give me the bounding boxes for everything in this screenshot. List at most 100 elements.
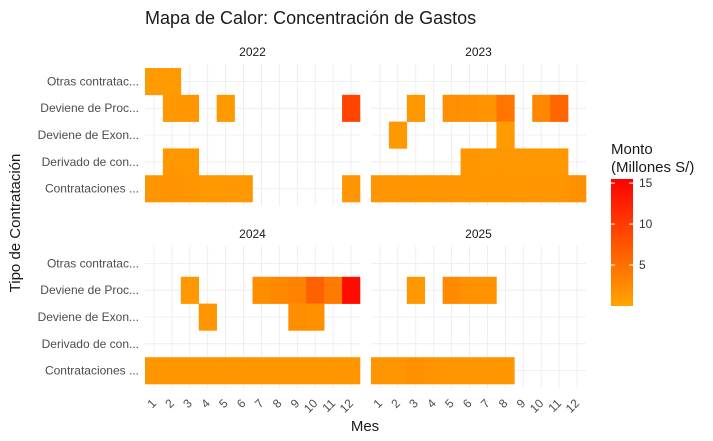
heatmap-cell bbox=[234, 175, 253, 203]
heatmap-cell bbox=[288, 276, 307, 304]
heatmap-cell bbox=[324, 276, 343, 304]
heatmap-cell bbox=[550, 94, 569, 122]
heatmap-cell bbox=[496, 175, 515, 203]
facet-label: 2024 bbox=[239, 227, 266, 241]
x-axis-label: Mes bbox=[351, 418, 379, 435]
heatmap-cell bbox=[460, 94, 479, 122]
y-tick-label: Contrataciones ... bbox=[45, 364, 139, 378]
heatmap-cell bbox=[162, 357, 182, 385]
heatmap-cell bbox=[234, 357, 253, 385]
heatmap-cell bbox=[550, 148, 569, 176]
legend-colorbar bbox=[611, 179, 633, 306]
heatmap-cell bbox=[288, 357, 307, 385]
facet-panel-2022: 2022 Otras contratac... Deviene de Proc...… bbox=[38, 45, 361, 206]
heatmap-cell bbox=[442, 357, 461, 385]
heatmap-cell bbox=[406, 94, 426, 122]
heatmap-cell bbox=[424, 357, 443, 385]
y-tick-label: Derivado de con... bbox=[42, 337, 139, 351]
heatmap-cell bbox=[460, 276, 479, 304]
color-legend: Monto(Millones S/) 5 10 15 bbox=[611, 141, 694, 306]
legend-title-line: (Millones S/) bbox=[611, 159, 694, 176]
heatmap-cell bbox=[406, 276, 426, 304]
heatmap-cell bbox=[162, 175, 182, 203]
legend-tick-label: 10 bbox=[639, 217, 653, 231]
heatmap-cell bbox=[496, 94, 515, 122]
heatmap-cell bbox=[460, 357, 479, 385]
heatmap-cell bbox=[478, 94, 497, 122]
heatmap-cell bbox=[406, 175, 426, 203]
y-tick-label: Contrataciones ... bbox=[45, 182, 139, 196]
heatmap-cell bbox=[496, 121, 515, 149]
heatmap-cell bbox=[216, 357, 235, 385]
heatmap-cell bbox=[442, 94, 461, 122]
heatmap-cell bbox=[252, 357, 271, 385]
heatmap-cell bbox=[496, 357, 515, 385]
heatmap-cell bbox=[460, 148, 479, 176]
facet-label: 2025 bbox=[465, 227, 492, 241]
y-tick-label: Deviene de Exon... bbox=[38, 310, 139, 324]
heatmap-cell bbox=[388, 121, 408, 149]
heatmap-cell bbox=[180, 276, 200, 304]
heatmap-cell bbox=[216, 175, 235, 203]
heatmap-cell bbox=[342, 276, 361, 304]
heatmap-cell bbox=[198, 303, 217, 331]
y-axis-label: Tipo de Contratación bbox=[7, 154, 24, 293]
y-tick-label: Derivado de con... bbox=[42, 155, 139, 169]
heatmap-cell bbox=[306, 357, 325, 385]
heatmap-cell bbox=[342, 357, 361, 385]
heatmap-cell bbox=[514, 148, 533, 176]
heatmap-cell bbox=[162, 148, 182, 176]
heatmap-cell bbox=[478, 175, 497, 203]
facet-panel-2023: 2023 bbox=[371, 45, 587, 206]
y-tick-label: Deviene de Exon... bbox=[38, 128, 139, 142]
heatmap-cell bbox=[342, 175, 361, 203]
heatmap-cell bbox=[496, 148, 515, 176]
y-tick-label: Otras contratac... bbox=[47, 256, 139, 270]
heatmap-cell bbox=[252, 276, 271, 304]
heatmap-cell bbox=[568, 175, 587, 203]
y-tick-label: Otras contratac... bbox=[47, 74, 139, 88]
heatmap-cell bbox=[371, 357, 390, 385]
heatmap-cell bbox=[324, 357, 343, 385]
heatmap-cell bbox=[145, 175, 164, 203]
y-tick-label: Deviene de Proc... bbox=[40, 283, 139, 297]
legend-tick-label: 5 bbox=[639, 258, 646, 272]
heatmap-cell bbox=[424, 175, 443, 203]
heatmap-cell bbox=[532, 175, 551, 203]
heatmap-cell bbox=[288, 303, 307, 331]
heatmap-cell bbox=[162, 68, 182, 96]
heatmap-cell bbox=[306, 303, 325, 331]
heatmap-cell bbox=[270, 357, 289, 385]
heatmap-cell bbox=[198, 175, 217, 203]
facet-label: 2023 bbox=[465, 45, 492, 59]
heatmap-cell bbox=[442, 175, 461, 203]
heatmap-cell bbox=[478, 276, 497, 304]
heatmap-cell bbox=[532, 94, 551, 122]
heatmap-cell bbox=[198, 357, 217, 385]
heatmap-cell bbox=[478, 148, 497, 176]
heatmap-cell bbox=[514, 175, 533, 203]
heatmap-cell bbox=[532, 148, 551, 176]
heatmap-cell bbox=[180, 148, 200, 176]
facet-panel-2024: 2024 Otras contratac... Deviene de Proc...… bbox=[38, 227, 361, 416]
heatmap-cell bbox=[162, 94, 182, 122]
facet-label: 2022 bbox=[239, 45, 266, 59]
heatmap-cell bbox=[145, 68, 164, 96]
heatmap-cell bbox=[388, 175, 408, 203]
facet-panels: 2022 Otras contratac... Deviene de Proc...… bbox=[38, 45, 587, 416]
chart-title: Mapa de Calor: Concentración de Gastos bbox=[145, 8, 476, 28]
heatmap-cell bbox=[371, 175, 390, 203]
heatmap-cell bbox=[180, 175, 200, 203]
heatmap-cell bbox=[478, 357, 497, 385]
heatmap-cell bbox=[180, 357, 200, 385]
heatmap-cell bbox=[550, 175, 569, 203]
heatmap-cell bbox=[388, 357, 408, 385]
heatmap-cell bbox=[406, 357, 426, 385]
heatmap-cell bbox=[145, 357, 164, 385]
legend-title-line: Monto bbox=[611, 141, 653, 158]
heatmap-cell bbox=[216, 94, 235, 122]
heatmap-cell bbox=[180, 94, 200, 122]
y-tick-label: Deviene de Proc... bbox=[40, 101, 139, 115]
